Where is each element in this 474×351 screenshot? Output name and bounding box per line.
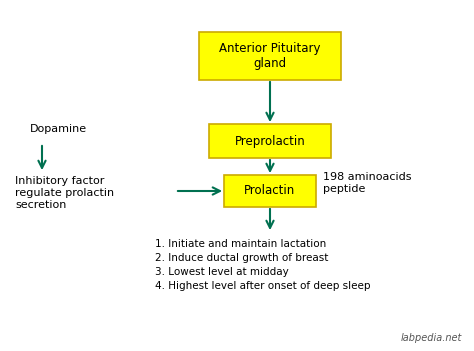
Text: Inhibitory factor
regulate prolactin
secretion: Inhibitory factor regulate prolactin sec… — [15, 177, 114, 210]
FancyBboxPatch shape — [224, 175, 316, 207]
Text: Preprolactin: Preprolactin — [235, 134, 305, 147]
FancyBboxPatch shape — [209, 124, 331, 158]
FancyBboxPatch shape — [199, 32, 341, 80]
Text: labpedia.net: labpedia.net — [401, 333, 462, 343]
Text: 198 aminoacids
peptide: 198 aminoacids peptide — [323, 172, 411, 194]
Text: Anterior Pituitary
gland: Anterior Pituitary gland — [219, 42, 321, 70]
Text: Dopamine: Dopamine — [30, 124, 87, 134]
Text: 1. Initiate and maintain lactation
2. Induce ductal growth of breast
3. Lowest l: 1. Initiate and maintain lactation 2. In… — [155, 239, 371, 291]
Text: Prolactin: Prolactin — [245, 185, 296, 198]
